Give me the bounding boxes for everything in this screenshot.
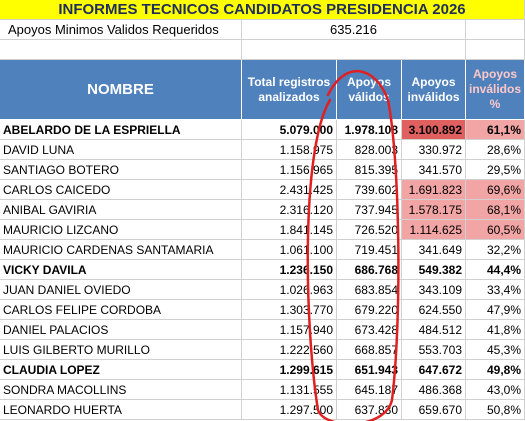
valid-supports: 668.857 <box>337 340 402 360</box>
valid-supports: 719.451 <box>337 240 402 260</box>
candidate-name: LUIS GILBERTO MURILLO <box>0 340 242 360</box>
total-records: 1.236.150 <box>242 260 337 280</box>
total-records: 5.079.000 <box>242 120 337 140</box>
invalid-supports: 484.512 <box>402 320 466 340</box>
valid-supports: 637.830 <box>337 400 402 420</box>
valid-supports: 686.768 <box>337 260 402 280</box>
invalid-supports: 341.649 <box>402 240 466 260</box>
invalid-supports: 1.578.175 <box>402 200 466 220</box>
invalid-pct: 50,8% <box>466 400 525 420</box>
header-valid: Apoyos válidos <box>337 60 402 120</box>
empty-cell <box>242 40 466 60</box>
invalid-pct: 69,6% <box>466 180 525 200</box>
candidate-name: SANTIAGO BOTERO <box>0 160 242 180</box>
header-name: NOMBRE <box>0 60 242 120</box>
total-records: 1.156.965 <box>242 160 337 180</box>
valid-supports: 683.854 <box>337 280 402 300</box>
invalid-supports: 553.703 <box>402 340 466 360</box>
invalid-supports: 1.114.625 <box>402 220 466 240</box>
candidate-name: MAURICIO LIZCANO <box>0 220 242 240</box>
invalid-supports: 1.691.823 <box>402 180 466 200</box>
valid-supports: 679.220 <box>337 300 402 320</box>
total-records: 1.297.500 <box>242 400 337 420</box>
header-total: Total registros analizados <box>242 60 337 120</box>
header-invalid-pct: Apoyos inválidos % <box>466 60 525 120</box>
invalid-pct: 47,9% <box>466 300 525 320</box>
invalid-pct: 68,1% <box>466 200 525 220</box>
candidate-name: CARLOS FELIPE CORDOBA <box>0 300 242 320</box>
invalid-pct: 32,2% <box>466 240 525 260</box>
invalid-supports: 486.368 <box>402 380 466 400</box>
valid-supports: 726.520 <box>337 220 402 240</box>
candidate-name: VICKY DAVILA <box>0 260 242 280</box>
sheet-title: INFORMES TECNICOS CANDIDATOS PRESIDENCIA… <box>0 0 525 20</box>
requirement-value: 635.216 <box>242 20 466 40</box>
candidate-name: MAURICIO CARDENAS SANTAMARIA <box>0 240 242 260</box>
candidate-name: CARLOS CAICEDO <box>0 180 242 200</box>
invalid-pct: 41,8% <box>466 320 525 340</box>
invalid-pct: 49,8% <box>466 360 525 380</box>
invalid-supports: 343.109 <box>402 280 466 300</box>
invalid-pct: 29,5% <box>466 160 525 180</box>
candidate-name: JUAN DANIEL OVIEDO <box>0 280 242 300</box>
empty-cell <box>466 40 525 60</box>
invalid-supports: 330.972 <box>402 140 466 160</box>
invalid-supports: 341.570 <box>402 160 466 180</box>
valid-supports: 645.187 <box>337 380 402 400</box>
invalid-supports: 549.382 <box>402 260 466 280</box>
total-records: 1.157.940 <box>242 320 337 340</box>
empty-cell <box>466 20 525 40</box>
candidate-name: DANIEL PALACIOS <box>0 320 242 340</box>
total-records: 1.158.975 <box>242 140 337 160</box>
invalid-supports: 624.550 <box>402 300 466 320</box>
invalid-pct: 44,4% <box>466 260 525 280</box>
invalid-pct: 45,3% <box>466 340 525 360</box>
candidate-name: ABELARDO DE LA ESPRIELLA <box>0 120 242 140</box>
total-records: 2.316.120 <box>242 200 337 220</box>
valid-supports: 737.945 <box>337 200 402 220</box>
candidate-name: SONDRA MACOLLINS <box>0 380 242 400</box>
invalid-pct: 33,4% <box>466 280 525 300</box>
invalid-supports: 647.672 <box>402 360 466 380</box>
empty-cell <box>0 40 242 60</box>
valid-supports: 828.003 <box>337 140 402 160</box>
total-records: 1.061.100 <box>242 240 337 260</box>
candidate-name: DAVID LUNA <box>0 140 242 160</box>
requirement-label: Apoyos Minimos Validos Requeridos <box>0 20 242 40</box>
total-records: 1.222.560 <box>242 340 337 360</box>
valid-supports: 739.602 <box>337 180 402 200</box>
total-records: 1.841.145 <box>242 220 337 240</box>
invalid-pct: 60,5% <box>466 220 525 240</box>
valid-supports: 673.428 <box>337 320 402 340</box>
valid-supports: 1.978.108 <box>337 120 402 140</box>
candidate-name: ANIBAL GAVIRIA <box>0 200 242 220</box>
total-records: 2.431.425 <box>242 180 337 200</box>
total-records: 1.299.615 <box>242 360 337 380</box>
invalid-pct: 43,0% <box>466 380 525 400</box>
invalid-supports: 659.670 <box>402 400 466 420</box>
valid-supports: 815.395 <box>337 160 402 180</box>
invalid-pct: 61,1% <box>466 120 525 140</box>
total-records: 1.131.555 <box>242 380 337 400</box>
valid-supports: 651.943 <box>337 360 402 380</box>
invalid-supports: 3.100.892 <box>402 120 466 140</box>
total-records: 1.026.963 <box>242 280 337 300</box>
candidate-name: LEONARDO HUERTA <box>0 400 242 420</box>
header-invalid: Apoyos inválidos <box>402 60 466 120</box>
invalid-pct: 28,6% <box>466 140 525 160</box>
candidate-name: CLAUDIA LOPEZ <box>0 360 242 380</box>
total-records: 1.303.770 <box>242 300 337 320</box>
